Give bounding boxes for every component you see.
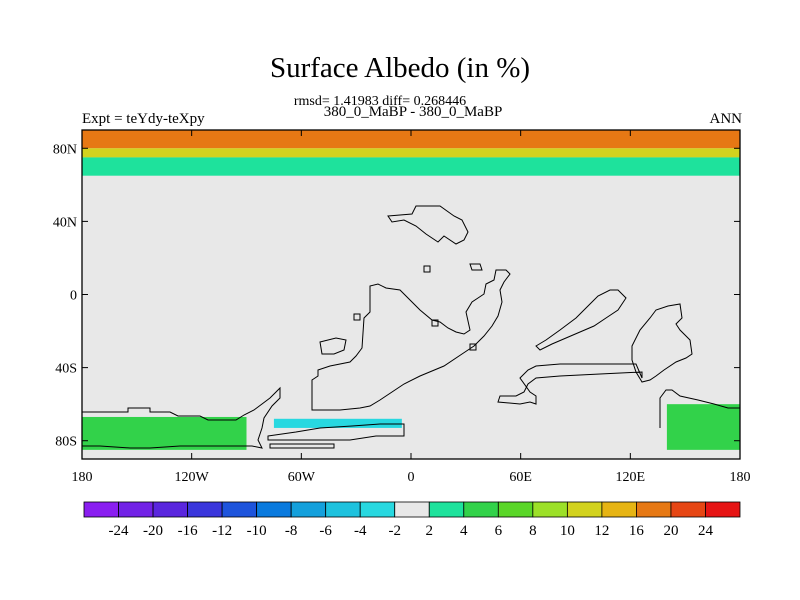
x-tick-label: 60W [288, 470, 316, 485]
colorbar-swatch-4 [221, 501, 258, 518]
colorbar-label: 4 [460, 523, 468, 539]
data-region-0 [82, 130, 740, 149]
x-tick-label: 120E [616, 470, 646, 485]
coastline-shelf [269, 443, 335, 449]
colorbar-swatch-0 [83, 501, 119, 518]
colorbar-label: -10 [247, 523, 267, 539]
expt-label: Expt = teYdy-teXpy [82, 111, 205, 127]
colorbar-label: -16 [178, 523, 198, 539]
colorbar-label: -24 [109, 523, 129, 539]
colorbar-swatch-2 [152, 501, 188, 518]
colorbar-label: -6 [319, 523, 332, 539]
colorbar-label: 24 [698, 523, 714, 539]
colorbar-swatch-18 [705, 501, 741, 518]
y-tick-label: 40N [53, 215, 77, 230]
coastline-antarctica-peninsula [267, 423, 405, 441]
coastline-east-peninsula [535, 289, 627, 351]
colorbar-label: -12 [212, 523, 232, 539]
data-region-1 [82, 148, 740, 158]
colorbar-label: -8 [285, 523, 298, 539]
coastline-antarctica-east [659, 389, 740, 428]
x-axis: 180 120W 60W 0 60E 120E 180 [72, 130, 751, 485]
colorbar-label: 2 [426, 523, 434, 539]
colorbar-swatch-17 [670, 501, 706, 518]
colorbar-label: -4 [354, 523, 367, 539]
y-tick-label: 80N [53, 142, 77, 157]
colorbar-swatch-5 [256, 501, 292, 518]
data-region-4 [666, 404, 740, 450]
colorbar-swatch-13 [532, 501, 568, 518]
coastline-antarctica-west [82, 386, 281, 449]
colorbar: -24 -20 -16 -12 -10 -8 -6 -4 -2 2 4 6 8 10 12 16 20 24 [83, 501, 741, 539]
colorbar-label: 8 [529, 523, 537, 539]
colorbar-swatch-1 [118, 501, 154, 518]
colorbar-swatch-8 [359, 501, 396, 518]
coastlines [82, 205, 740, 449]
colorbar-label: 12 [594, 523, 609, 539]
colorbar-label: 16 [629, 523, 645, 539]
x-tick-label: 120W [175, 470, 210, 485]
coastline-africa-south [311, 269, 511, 411]
data-region-3 [82, 416, 247, 450]
coastline-southern-landmass [497, 363, 643, 405]
colorbar-label: 6 [495, 523, 503, 539]
y-axis: 80N 40N 0 40S 80S [53, 142, 740, 450]
coastline-island-b [319, 337, 347, 355]
y-tick-label: 0 [70, 289, 77, 304]
colorbar-swatch-6 [290, 501, 327, 518]
coastline-northern-island [387, 205, 469, 245]
data-region-5 [273, 418, 402, 428]
coastline-island-e [469, 343, 477, 351]
colorbar-label: 10 [560, 523, 575, 539]
coastline-island-c [353, 313, 361, 321]
data-region-2 [82, 157, 740, 176]
colorbar-swatch-14 [566, 501, 603, 518]
chart-title: Surface Albedo (in %) [269, 52, 531, 84]
x-tick-label: 0 [408, 470, 415, 485]
colorbar-swatch-11 [463, 501, 499, 518]
season-label: ANN [709, 111, 743, 127]
stats-line: rmsd= 1.41983 diff= 0.268446 [293, 94, 467, 109]
colorbar-label: 20 [663, 523, 678, 539]
coastline-island-f [431, 319, 439, 327]
colorbar-swatch-15 [601, 501, 637, 518]
colorbar-swatch-16 [636, 501, 672, 518]
coastline-east-island [631, 303, 693, 383]
coastline-island-a [469, 263, 483, 271]
y-tick-label: 80S [55, 435, 77, 450]
x-tick-label: 60E [509, 470, 532, 485]
x-tick-label: 180 [730, 470, 751, 485]
y-tick-label: 40S [55, 362, 77, 377]
colorbar-swatch-12 [497, 501, 534, 518]
coastline-island-d [423, 265, 431, 273]
data-regions [82, 130, 740, 450]
colorbar-label: -2 [388, 523, 401, 539]
case-label: 380_0_MaBP - 380_0_MaBP [323, 104, 503, 120]
colorbar-swatch-3 [187, 501, 223, 518]
colorbar-label: -20 [143, 523, 163, 539]
colorbar-swatch-9 [394, 501, 430, 518]
plot-background [82, 130, 740, 459]
x-tick-label: 180 [72, 470, 93, 485]
colorbar-swatch-7 [325, 501, 361, 518]
colorbar-swatch-10 [428, 501, 465, 518]
